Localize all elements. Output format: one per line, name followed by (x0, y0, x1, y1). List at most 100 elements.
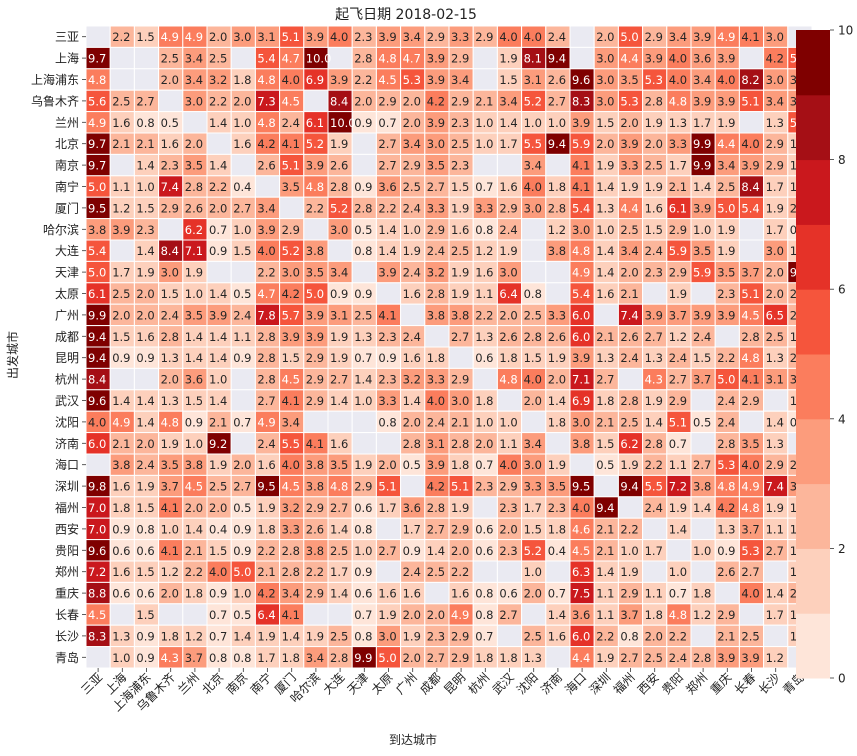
cell-value-label: 3.4 (185, 73, 203, 87)
cell-value-label: 3.0 (451, 394, 469, 408)
cell-value-label: 1.7 (330, 565, 348, 579)
cell-value-label: 4.8 (306, 180, 324, 194)
cell-value-label: 5.4 (572, 201, 590, 215)
cell-value-label: 5.1 (282, 159, 300, 173)
y-tick-label: 上海 (55, 51, 79, 66)
cell-value-label: 1.0 (233, 116, 251, 130)
heatmap-cell (133, 46, 160, 70)
cell-value-label: 2.8 (330, 180, 348, 194)
cell-value-label: 0.8 (524, 287, 542, 301)
colorbar-tick-label: 10 (838, 24, 853, 38)
cell-value-label: 1.1 (112, 180, 130, 194)
cell-value-label: 2.8 (427, 287, 445, 301)
cell-value-label: 0.9 (136, 629, 154, 643)
cell-value-label: 4.5 (185, 480, 203, 494)
cell-value-label: 3.9 (330, 73, 348, 87)
heatmap-cell (545, 153, 571, 177)
cell-value-label: 2.9 (669, 394, 687, 408)
cell-value-label: 4.3 (161, 651, 179, 665)
cell-value-label: 2.3 (354, 30, 372, 44)
cell-value-label: 2.9 (451, 522, 469, 536)
cell-value-label: 3.5 (306, 266, 324, 280)
cell-value-label: 3.0 (524, 201, 542, 215)
cell-value-label: 7.4 (161, 180, 179, 194)
heatmap-cell (472, 367, 498, 391)
cell-value-label: 5.5 (282, 437, 300, 451)
cell-value-label: 1.9 (330, 330, 348, 344)
cell-value-label: 5.7 (282, 308, 300, 322)
cell-value-label: 3.4 (282, 415, 300, 429)
cell-value-label: 0.7 (475, 458, 493, 472)
cell-value-label: 0.6 (136, 587, 154, 601)
cell-value-label: 9.8 (88, 480, 106, 494)
heatmap-cell (569, 453, 595, 476)
cell-value-label: 2.1 (451, 415, 469, 429)
cell-value-label: 1.4 (282, 629, 300, 643)
cell-value-label: 2.0 (645, 629, 663, 643)
cell-value-label: 2.7 (378, 159, 396, 173)
cell-value-label: 1.9 (717, 223, 735, 237)
cell-value-label: 5.0 (88, 266, 106, 280)
cell-value-label: 3.3 (427, 373, 445, 387)
x-tick-label: 长沙 (756, 670, 783, 697)
cell-value-label: 3.1 (427, 437, 445, 451)
heatmap-cell (375, 517, 402, 541)
heatmap-cell (472, 46, 498, 70)
heatmap-cell (158, 89, 184, 113)
cell-value-label: 2.7 (645, 330, 663, 344)
cell-value-label: 6.2 (185, 223, 203, 237)
heatmap-cell (424, 325, 450, 348)
cell-value-label: 6.2 (620, 437, 638, 451)
cell-value-label: 3.0 (427, 137, 445, 151)
cell-value-label: 2.1 (475, 94, 493, 108)
cell-value-label: 9.4 (596, 501, 614, 515)
x-tick-label: 杭州 (465, 670, 493, 698)
cell-value-label: 2.4 (645, 244, 663, 258)
cell-value-label: 6.9 (572, 394, 590, 408)
cell-value-label: 2.5 (620, 415, 638, 429)
cell-value-label: 4.7 (282, 52, 300, 66)
heatmap-cell (303, 218, 329, 241)
cell-value-label: 4.0 (257, 244, 275, 258)
cell-value-label: 2.0 (620, 116, 638, 130)
cell-value-label: 3.4 (451, 73, 469, 87)
y-tick-label: 武汉 (55, 394, 79, 408)
heatmap-cell (545, 432, 571, 455)
cell-value-label: 1.8 (693, 587, 711, 601)
cell-value-label: 0.8 (475, 608, 493, 622)
cell-value-label: 1.8 (233, 73, 251, 87)
cell-value-label: 0.8 (475, 587, 493, 601)
cell-value-label: 7.0 (88, 501, 106, 515)
cell-value-label: 2.5 (354, 308, 372, 322)
heatmap-cell (400, 303, 426, 327)
cell-value-label: 4.0 (499, 30, 517, 44)
cell-value-label: 2.2 (717, 351, 735, 365)
heatmap-cell (472, 496, 498, 519)
cell-value-label: 1.6 (451, 587, 469, 601)
heatmap-cell (351, 132, 377, 155)
cell-value-label: 2.9 (282, 223, 300, 237)
heatmap-cell (158, 218, 184, 241)
cell-value-label: 3.3 (620, 159, 638, 173)
cell-value-label: 1.5 (645, 223, 663, 237)
cell-value-label: 9.4 (88, 330, 106, 344)
heatmap-cell (351, 260, 377, 284)
cell-value-label: 5.2 (282, 244, 300, 258)
cell-value-label: 1.2 (475, 244, 493, 258)
cell-value-label: 2.5 (741, 629, 759, 643)
cell-value-label: 2.6 (499, 330, 517, 344)
cell-value-label: 3.0 (378, 629, 396, 643)
cell-value-label: 3.7 (693, 373, 711, 387)
cell-value-label: 4.1 (741, 30, 759, 44)
cell-value-label: 1.5 (136, 501, 154, 515)
cell-value-label: 0.7 (669, 437, 687, 451)
cell-value-label: 2.7 (427, 180, 445, 194)
cell-value-label: 2.1 (112, 137, 130, 151)
cell-value-label: 2.6 (185, 201, 203, 215)
heatmap-cell (545, 646, 571, 669)
cell-value-label: 2.4 (548, 30, 566, 44)
cell-value-label: 2.9 (741, 394, 759, 408)
cell-value-label: 6.5 (766, 308, 784, 322)
cell-value-label: 7.5 (572, 587, 590, 601)
cell-value-label: 2.6 (548, 73, 566, 87)
